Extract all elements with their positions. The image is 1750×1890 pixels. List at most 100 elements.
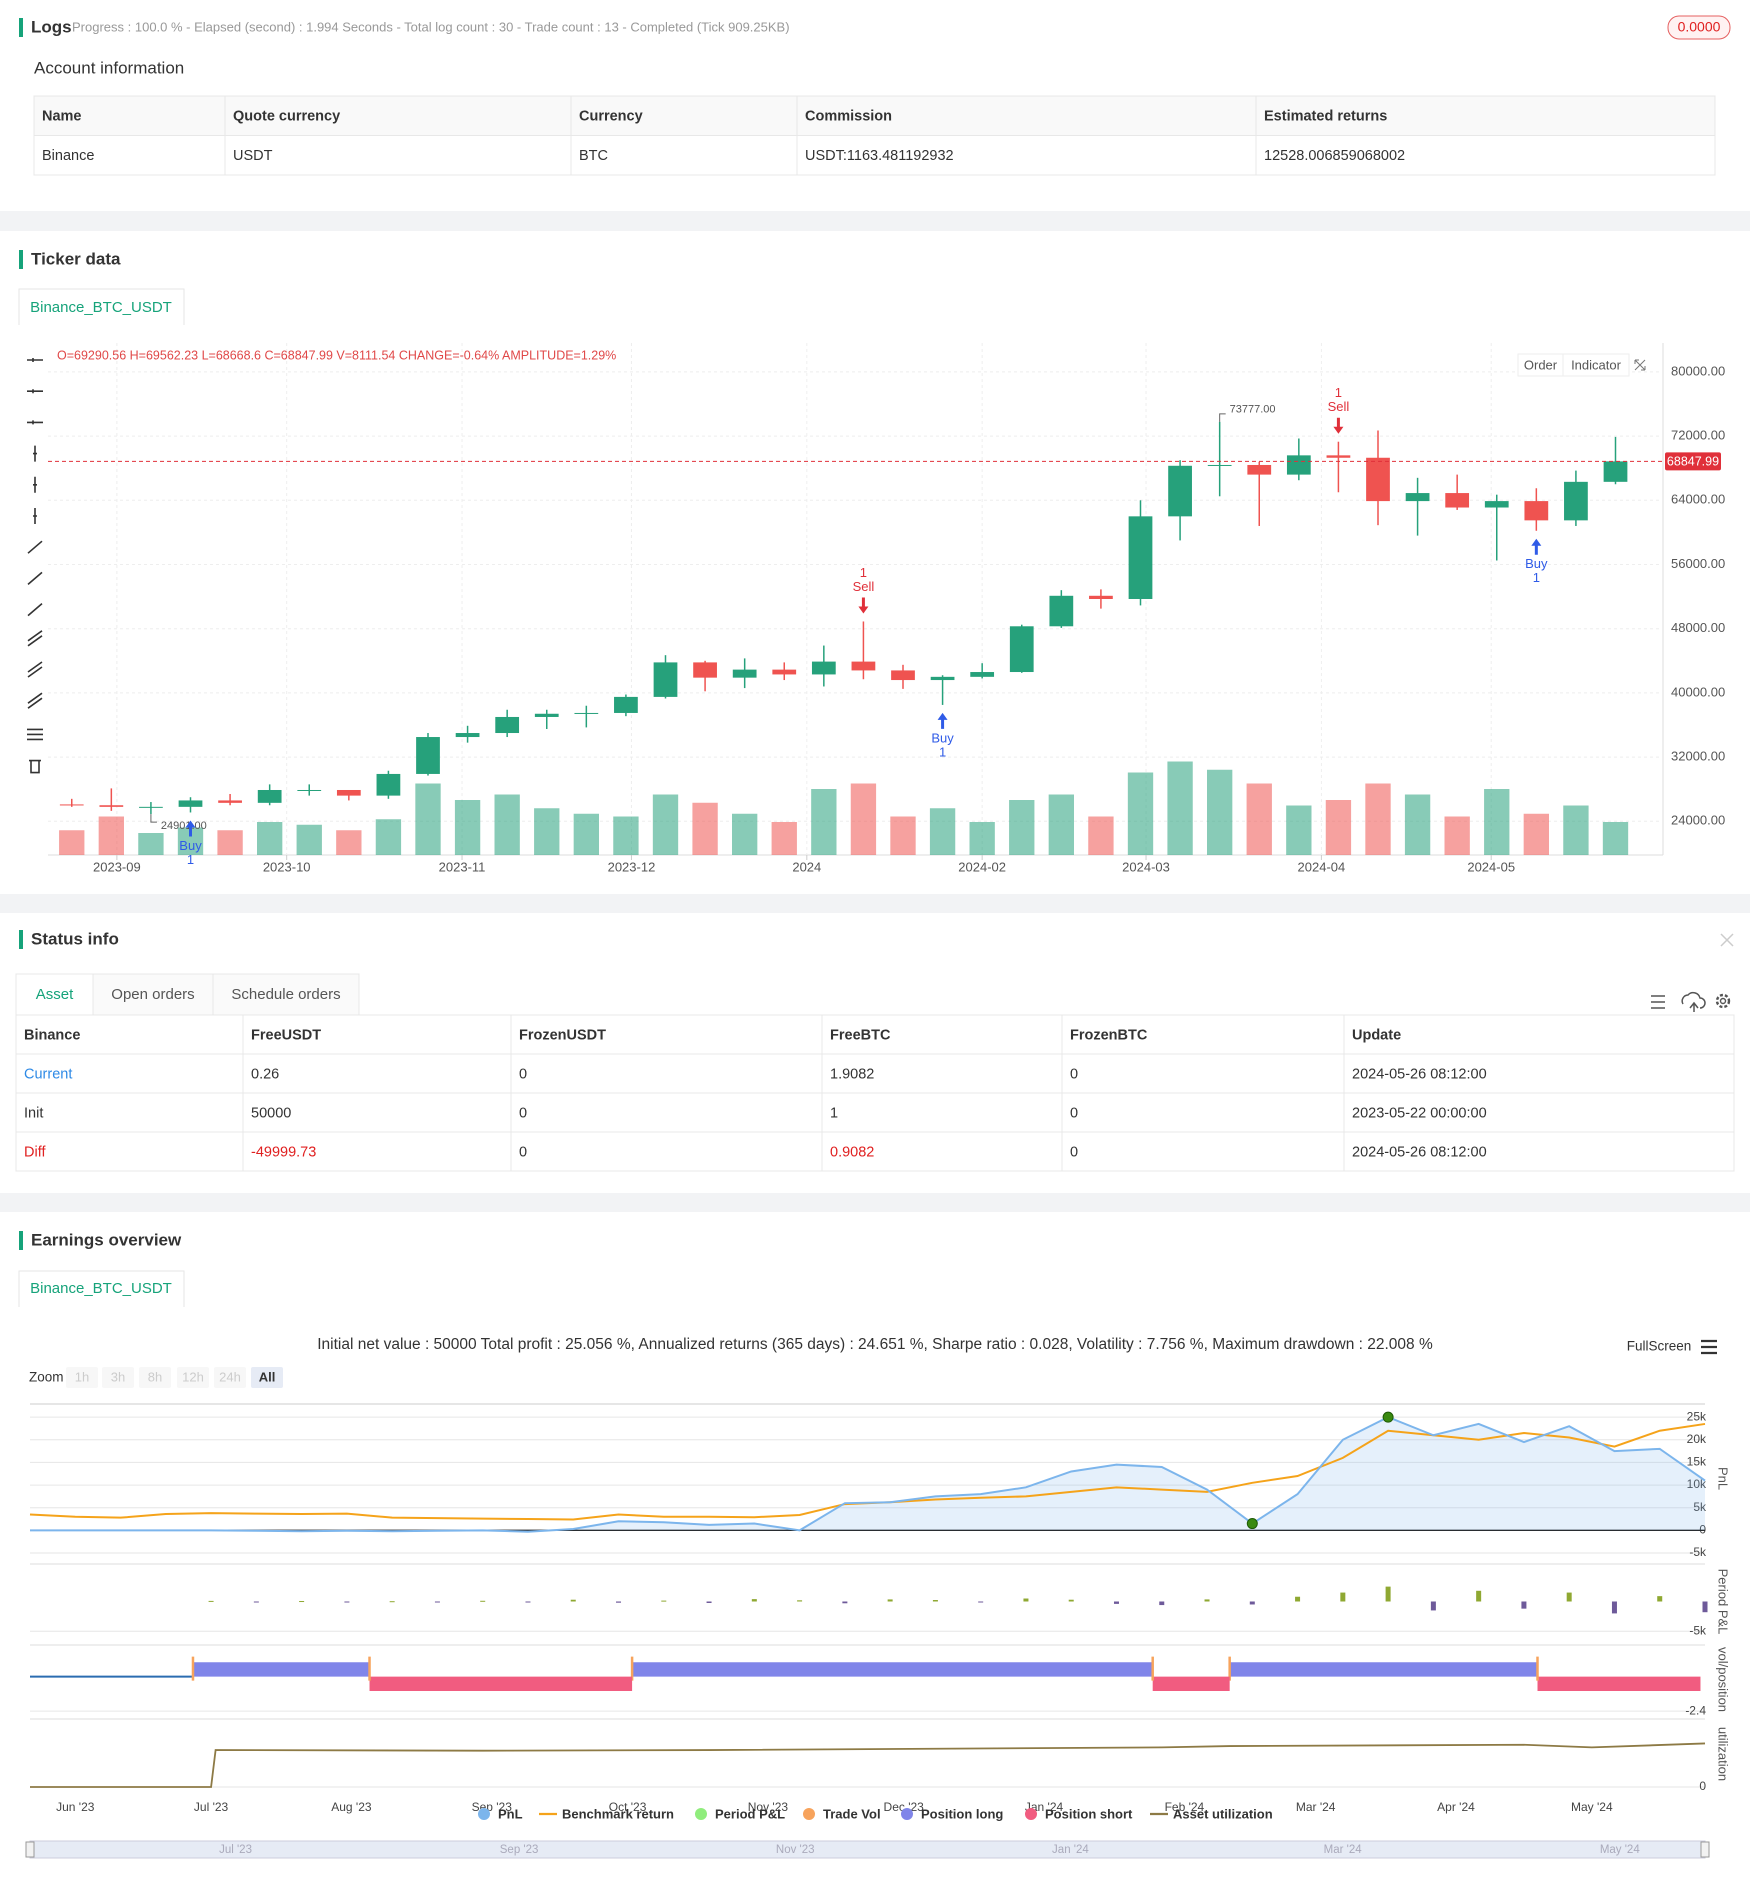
volume-bar — [811, 789, 837, 855]
candle-body — [416, 737, 440, 774]
volume-bar — [771, 822, 797, 855]
sell-arrow — [858, 597, 869, 614]
menu-icon[interactable] — [1701, 1339, 1717, 1355]
trade-side: Buy — [179, 838, 202, 853]
tool-icon[interactable] — [27, 630, 43, 647]
y-tick-label: 48000.00 — [1671, 620, 1725, 635]
zoom-button-label[interactable]: All — [259, 1369, 276, 1384]
zoom-button-label[interactable]: 1h — [75, 1369, 89, 1384]
x-tick-label: 2024-03 — [1122, 859, 1170, 874]
expand-icon[interactable] — [1720, 933, 1734, 947]
table-cell: 1.9082 — [830, 1066, 874, 1082]
min-pointer — [150, 814, 157, 823]
y-tick-label: 0 — [1699, 1523, 1706, 1537]
candle-body — [1286, 455, 1311, 475]
zoom-button-label[interactable]: 3h — [111, 1369, 125, 1384]
zoom-button-label[interactable]: 24h — [219, 1369, 241, 1384]
tool-icon[interactable] — [27, 389, 43, 394]
navigator-label: Sep '23 — [500, 1844, 539, 1856]
zoom-button-label[interactable]: 8h — [148, 1369, 162, 1384]
trade-side: Sell — [853, 579, 875, 594]
legend-label[interactable]: Position short — [1045, 1806, 1133, 1821]
tool-icon[interactable] — [27, 540, 43, 554]
zoom-button[interactable] — [251, 1367, 283, 1388]
tab-label[interactable]: Schedule orders — [231, 986, 340, 1003]
volume-bar — [1246, 783, 1272, 855]
tool-icon[interactable] — [29, 759, 41, 774]
navigator-handle[interactable] — [1700, 1841, 1710, 1858]
candle-body — [1207, 464, 1232, 466]
legend-label[interactable]: PnL — [498, 1806, 523, 1821]
section-marker — [19, 930, 23, 949]
y-tick-label: 10k — [1687, 1477, 1707, 1491]
settings-icon[interactable] — [1719, 997, 1727, 1005]
trade-qty: 1 — [1533, 570, 1540, 585]
cloud-icon[interactable] — [1681, 991, 1706, 1012]
tool-icon[interactable] — [27, 571, 43, 586]
candle-body — [139, 806, 163, 808]
x-tick-label: May '24 — [1571, 1800, 1613, 1814]
x-tick-label: 2023-09 — [93, 859, 141, 874]
tab-label[interactable]: Asset — [36, 986, 74, 1003]
legend-symbol[interactable] — [1025, 1808, 1037, 1820]
zoom-button-label[interactable]: 12h — [182, 1369, 204, 1384]
zoom-button[interactable] — [177, 1367, 209, 1388]
legend-label[interactable]: Position long — [921, 1806, 1003, 1821]
zoom-button[interactable] — [102, 1367, 134, 1388]
tool-icon[interactable] — [27, 661, 43, 678]
legend-label[interactable]: Benchmark return — [562, 1806, 674, 1821]
expand-icon[interactable] — [1634, 359, 1646, 371]
legend-symbol[interactable] — [901, 1808, 913, 1820]
zoom-button[interactable] — [66, 1367, 98, 1388]
series-line — [30, 1742, 1706, 1788]
chart-button[interactable] — [1562, 353, 1630, 377]
tool-icon[interactable] — [27, 602, 43, 617]
earnings-tab[interactable]: Binance_BTC_USDT — [30, 1280, 172, 1297]
separator — [0, 1193, 1750, 1212]
tool-icon[interactable] — [33, 508, 37, 524]
chart-button-label[interactable]: Order — [1524, 357, 1558, 372]
legend-symbol[interactable] — [478, 1808, 490, 1820]
period-bar — [1430, 1601, 1436, 1611]
zoom-button[interactable] — [139, 1367, 171, 1388]
tool-icon[interactable] — [27, 728, 43, 741]
position-segment — [1152, 1676, 1230, 1691]
column-header: Name — [42, 109, 82, 125]
list-icon[interactable] — [1651, 995, 1665, 1009]
volume-bar — [1048, 794, 1074, 855]
zoom-button[interactable] — [214, 1367, 246, 1388]
tab-label[interactable]: Open orders — [111, 986, 194, 1003]
candle-body — [1089, 595, 1113, 599]
legend-label[interactable]: Period P&L — [715, 1806, 785, 1821]
y-tick-label: 0 — [1699, 1779, 1706, 1793]
extremum-dot — [1246, 1518, 1258, 1530]
legend-symbol[interactable] — [803, 1808, 815, 1820]
volume-bar — [494, 794, 520, 855]
tab[interactable] — [212, 973, 360, 1016]
trade-qty: 1 — [1335, 385, 1342, 400]
candle-body — [257, 789, 282, 803]
legend-symbol[interactable] — [695, 1808, 707, 1820]
table-cell: 1 — [830, 1105, 838, 1121]
tool-icon[interactable] — [27, 692, 43, 709]
ticker-tab[interactable]: Binance_BTC_USDT — [30, 299, 172, 316]
x-tick-label: Aug '23 — [331, 1800, 372, 1814]
candle-body — [1524, 501, 1549, 521]
navigator-handle[interactable] — [25, 1841, 35, 1858]
settings-icon[interactable] — [1715, 993, 1731, 1009]
table-cell: 2024-05-26 08:12:00 — [1352, 1066, 1487, 1082]
tool-icon[interactable] — [33, 476, 37, 493]
fullscreen[interactable]: FullScreen — [1627, 1339, 1692, 1354]
period-bar — [1159, 1601, 1165, 1606]
volume-bar — [1088, 816, 1114, 855]
navigator-label: Jan '24 — [1052, 1844, 1089, 1856]
tool-icon[interactable] — [27, 358, 43, 362]
legend-label[interactable]: Asset utilization — [1173, 1806, 1273, 1821]
tool-icon[interactable] — [27, 420, 43, 425]
buy-arrow — [1531, 538, 1542, 555]
tab[interactable] — [15, 973, 94, 1016]
legend-label[interactable]: Trade Vol — [823, 1806, 881, 1821]
tool-icon[interactable] — [33, 445, 37, 462]
candle-body — [1247, 464, 1272, 475]
chart-button-label[interactable]: Indicator — [1571, 357, 1622, 372]
